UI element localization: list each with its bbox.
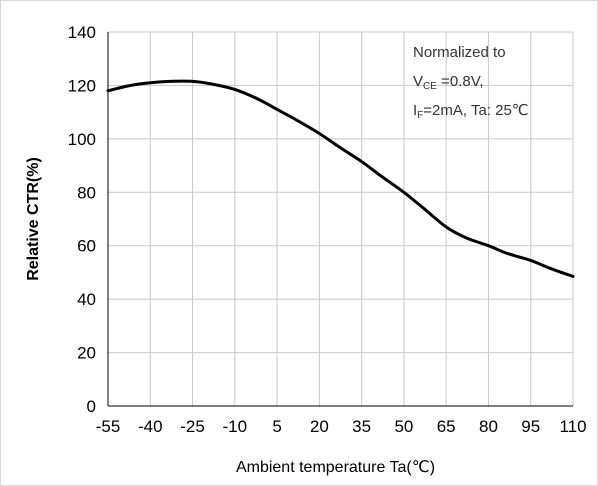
- note-vce-sub: CE: [423, 81, 437, 92]
- x-tick-label: 65: [437, 417, 456, 436]
- x-tick-label: -10: [223, 417, 248, 436]
- note-if-sub: F: [417, 110, 423, 121]
- x-tick-label: 50: [394, 417, 413, 436]
- x-tick-label: 95: [521, 417, 540, 436]
- note-vce-rest: =0.8V,: [437, 73, 484, 90]
- x-tick-label: -25: [180, 417, 205, 436]
- note-vce-main: V: [413, 73, 423, 90]
- y-tick-label: 0: [87, 397, 96, 416]
- note-line-3: IF=2mA, Ta: 25℃: [413, 102, 529, 121]
- grid-lines: [108, 31, 574, 406]
- x-tick-label: 110: [559, 417, 586, 436]
- y-axis-label: Relative CTR(%): [25, 157, 42, 281]
- y-tick-label: 80: [77, 183, 96, 202]
- x-tick-label: -40: [138, 417, 163, 436]
- y-tick-label: 140: [68, 23, 96, 42]
- y-tick-label: 20: [77, 344, 96, 363]
- y-tick-label: 120: [68, 76, 96, 95]
- x-axis-label: Ambient temperature Ta(℃): [236, 459, 435, 476]
- y-tick-labels: 0 20 40 60 80 100 120 140: [68, 23, 96, 416]
- note-line-1: Normalized to: [413, 44, 506, 61]
- x-tick-label: 5: [272, 417, 281, 436]
- y-tick-label: 40: [77, 290, 96, 309]
- note-if-main: I: [413, 102, 417, 119]
- x-tick-label: 20: [310, 417, 329, 436]
- axes: [107, 32, 573, 407]
- note-line-2: VCE =0.8V,: [413, 73, 484, 92]
- series-group: [106, 79, 575, 278]
- x-tick-label: -55: [96, 417, 121, 436]
- x-tick-label: 35: [352, 417, 371, 436]
- note-if-rest: =2mA, Ta: 25℃: [423, 102, 528, 119]
- y-tick-label: 100: [68, 130, 96, 149]
- y-tick-label: 60: [77, 237, 96, 256]
- x-tick-labels: -55 -40 -25 -10 5 20 35 50 65 80 95 110: [96, 417, 587, 436]
- x-tick-label: 80: [479, 417, 498, 436]
- normalization-note: Normalized to VCE =0.8V, IF=2mA, Ta: 25℃: [413, 44, 529, 121]
- series-line: [106, 79, 575, 278]
